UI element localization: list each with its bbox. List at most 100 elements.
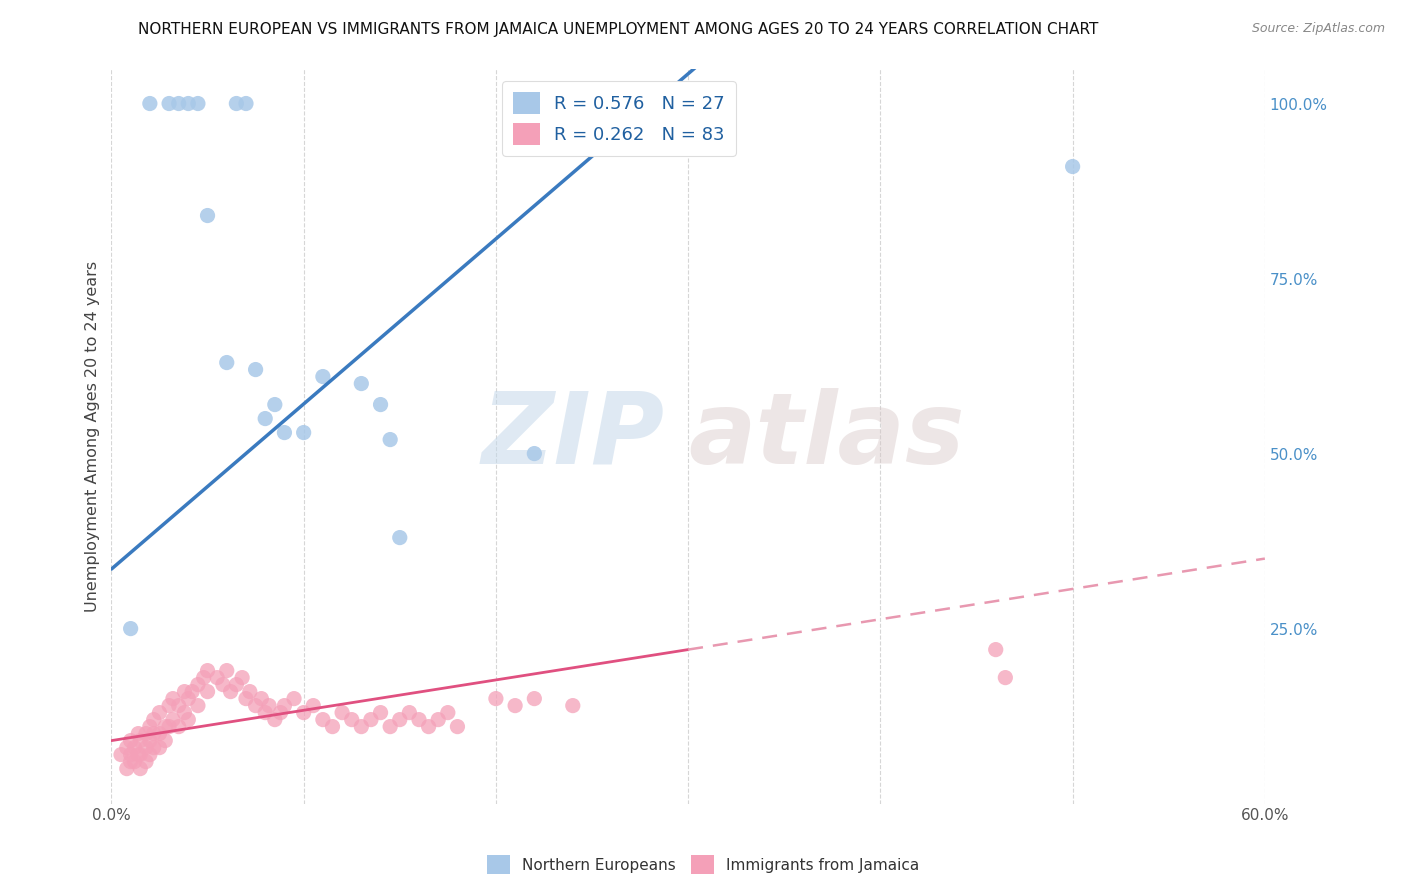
Point [142,726,165,740]
Point [124,755,146,769]
Point [225,96,247,111]
Point [245,698,267,713]
Point [437,706,460,720]
Point [187,677,209,691]
Point [263,398,285,412]
Point [254,706,277,720]
Point [167,96,190,111]
Point [120,747,142,762]
Point [173,684,195,698]
Point [205,671,228,685]
Point [254,411,277,425]
Y-axis label: Unemployment Among Ages 20 to 24 years: Unemployment Among Ages 20 to 24 years [86,260,100,612]
Point [139,720,162,734]
Point [523,446,546,460]
Point [984,642,1007,657]
Point [398,706,420,720]
Point [148,740,170,755]
Point [167,720,190,734]
Point [187,96,209,111]
Point [523,691,546,706]
Point [115,740,138,755]
Point [139,733,162,747]
Point [124,740,146,755]
Point [273,698,295,713]
Point [245,362,267,376]
Point [120,755,142,769]
Point [173,706,195,720]
Point [485,691,508,706]
Point [235,691,257,706]
Point [129,747,152,762]
Point [197,664,219,678]
Point [148,726,170,740]
Point [212,677,235,691]
Point [142,713,165,727]
Point [215,664,238,678]
Point [270,706,292,720]
Point [994,671,1017,685]
Point [283,691,305,706]
Point [225,677,247,691]
Text: atlas: atlas [688,387,965,484]
Point [148,706,170,720]
Point [135,726,157,740]
Point [139,96,162,111]
Point [157,698,180,713]
Point [378,720,401,734]
Point [292,706,315,720]
Text: Source: ZipAtlas.com: Source: ZipAtlas.com [1251,22,1385,36]
Point [115,762,138,776]
Point [340,713,363,727]
Point [378,433,401,447]
Point [427,713,450,727]
Point [503,698,526,713]
Point [193,671,215,685]
Point [235,96,257,111]
Point [129,762,152,776]
Point [408,713,430,727]
Point [177,96,200,111]
Point [127,726,149,740]
Point [302,698,325,713]
Point [120,622,142,636]
Point [446,720,468,734]
Text: ZIP: ZIP [482,387,665,484]
Point [360,713,382,727]
Point [155,720,177,734]
Point [177,691,200,706]
Point [155,733,177,747]
Point [350,376,373,391]
Point [157,96,180,111]
Point [162,713,184,727]
Point [561,698,583,713]
Text: NORTHERN EUROPEAN VS IMMIGRANTS FROM JAMAICA UNEMPLOYMENT AMONG AGES 20 TO 24 YE: NORTHERN EUROPEAN VS IMMIGRANTS FROM JAM… [138,22,1099,37]
Point [120,733,142,747]
Point [167,698,190,713]
Point [257,698,280,713]
Point [177,713,200,727]
Point [135,740,157,755]
Point [250,691,273,706]
Point [370,398,392,412]
Point [162,691,184,706]
Point [292,425,315,440]
Point [388,713,411,727]
Point [321,720,343,734]
Point [215,355,238,369]
Point [187,698,209,713]
Point [129,733,152,747]
Point [127,747,149,762]
Point [1062,160,1084,174]
Point [231,671,253,685]
Point [330,706,353,720]
Point [312,369,335,384]
Point [135,755,157,769]
Point [263,713,285,727]
Point [157,720,180,734]
Legend: Northern Europeans, Immigrants from Jamaica: Northern Europeans, Immigrants from Jama… [481,849,925,880]
Point [370,706,392,720]
Point [388,531,411,545]
Point [197,684,219,698]
Point [418,720,440,734]
